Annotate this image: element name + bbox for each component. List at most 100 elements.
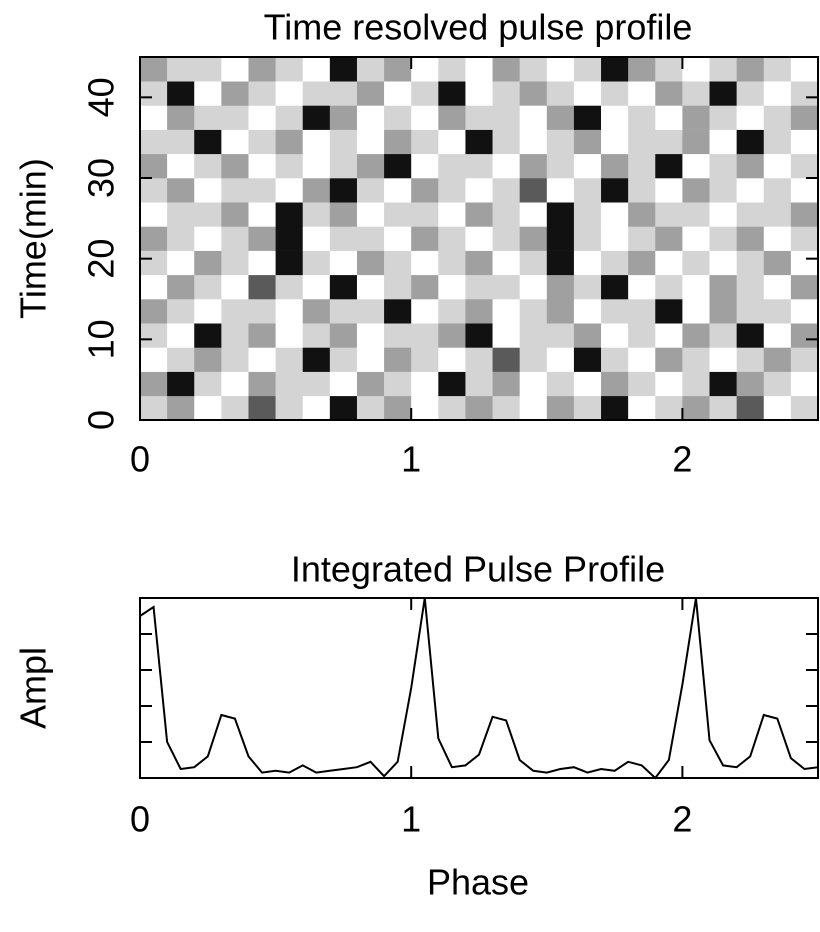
heat-cell <box>411 250 439 276</box>
heat-cell <box>329 347 358 372</box>
heat-cell <box>140 178 168 203</box>
heat-cell <box>167 202 195 227</box>
heat-cell <box>601 274 629 300</box>
heat-cell <box>790 226 819 251</box>
heat-cell <box>329 226 358 251</box>
heat-cell <box>302 226 331 251</box>
heat-cell <box>248 323 276 348</box>
heat-cell <box>763 250 792 276</box>
heat-cell <box>167 129 195 155</box>
heat-cell <box>492 153 520 179</box>
heat-cell <box>167 250 195 276</box>
heat-cell <box>329 274 358 300</box>
heat-cell <box>438 299 466 324</box>
heat-cell <box>736 105 765 130</box>
heat-cell <box>302 153 331 179</box>
heat-cell <box>573 371 602 397</box>
heat-cell <box>329 371 358 397</box>
heat-cell <box>492 178 520 203</box>
heat-cell <box>736 274 765 300</box>
heat-cell <box>302 299 331 324</box>
heat-cell <box>655 347 683 372</box>
heat-cell <box>302 129 331 155</box>
heat-cell <box>601 299 629 324</box>
heat-cell <box>546 81 575 106</box>
heat-cell <box>384 299 412 324</box>
heat-cell <box>140 250 168 276</box>
heat-cell <box>790 81 819 106</box>
heat-cell <box>736 323 765 348</box>
heat-cell <box>248 153 276 179</box>
heat-cell <box>140 274 168 300</box>
heat-cell <box>709 81 737 106</box>
heat-cell <box>465 299 493 324</box>
heat-cell <box>519 129 548 155</box>
heat-cell <box>167 81 195 106</box>
heat-cell <box>628 153 656 179</box>
heat-cell <box>221 178 249 203</box>
y-axis-label: Time(min) <box>13 158 54 319</box>
heat-cell <box>601 105 629 130</box>
heat-cell <box>709 153 737 179</box>
heat-cell <box>356 347 385 372</box>
heat-cell <box>438 250 466 276</box>
heat-cell <box>682 202 710 227</box>
heat-cell <box>709 274 737 300</box>
heat-cell <box>465 178 493 203</box>
heat-cell <box>302 371 331 397</box>
heat-cell <box>465 274 493 300</box>
heat-cell <box>329 129 358 155</box>
heat-cell <box>763 202 792 227</box>
heat-cell <box>194 323 222 348</box>
panel-title: Integrated Pulse Profile <box>291 549 665 590</box>
heat-cell <box>248 129 276 155</box>
heat-cell <box>519 347 548 372</box>
heat-cell <box>356 129 385 155</box>
heat-cell <box>763 371 792 397</box>
heat-cell <box>411 202 439 227</box>
heat-cell <box>302 202 331 227</box>
heat-cell <box>411 178 439 203</box>
heat-cell <box>221 105 249 130</box>
heat-cell <box>275 178 304 203</box>
heat-cell <box>601 153 629 179</box>
heat-cell <box>221 299 249 324</box>
heat-cell <box>329 299 358 324</box>
heat-cell <box>140 153 168 179</box>
heat-cell <box>438 371 466 397</box>
heat-cell <box>519 81 548 106</box>
heat-cell <box>790 57 819 82</box>
heat-cell <box>601 81 629 106</box>
heat-cell <box>763 347 792 372</box>
heat-cell <box>492 274 520 300</box>
heat-cell <box>356 371 385 397</box>
heat-cell <box>573 274 602 300</box>
heat-cell <box>438 347 466 372</box>
heat-cell <box>302 250 331 276</box>
heat-cell <box>248 395 276 421</box>
heat-cell <box>682 395 710 421</box>
heat-cell <box>302 323 331 348</box>
heat-cell <box>411 274 439 300</box>
heat-cell <box>790 105 819 130</box>
heat-cell <box>519 178 548 203</box>
heat-cell <box>438 323 466 348</box>
heat-cell <box>302 57 331 82</box>
heat-cell <box>302 105 331 130</box>
heat-cell <box>411 129 439 155</box>
heat-cell <box>601 57 629 82</box>
heat-cell <box>709 129 737 155</box>
heat-cell <box>763 323 792 348</box>
heat-cell <box>573 347 602 372</box>
heat-cell <box>682 153 710 179</box>
heat-cell <box>736 347 765 372</box>
heat-cell <box>736 153 765 179</box>
heat-cell <box>573 395 602 421</box>
plot-frame <box>139 56 819 421</box>
heat-cell <box>329 81 358 106</box>
heat-cell <box>411 371 439 397</box>
heat-cell <box>438 395 466 421</box>
heat-cell <box>546 226 575 251</box>
heat-cell <box>682 105 710 130</box>
